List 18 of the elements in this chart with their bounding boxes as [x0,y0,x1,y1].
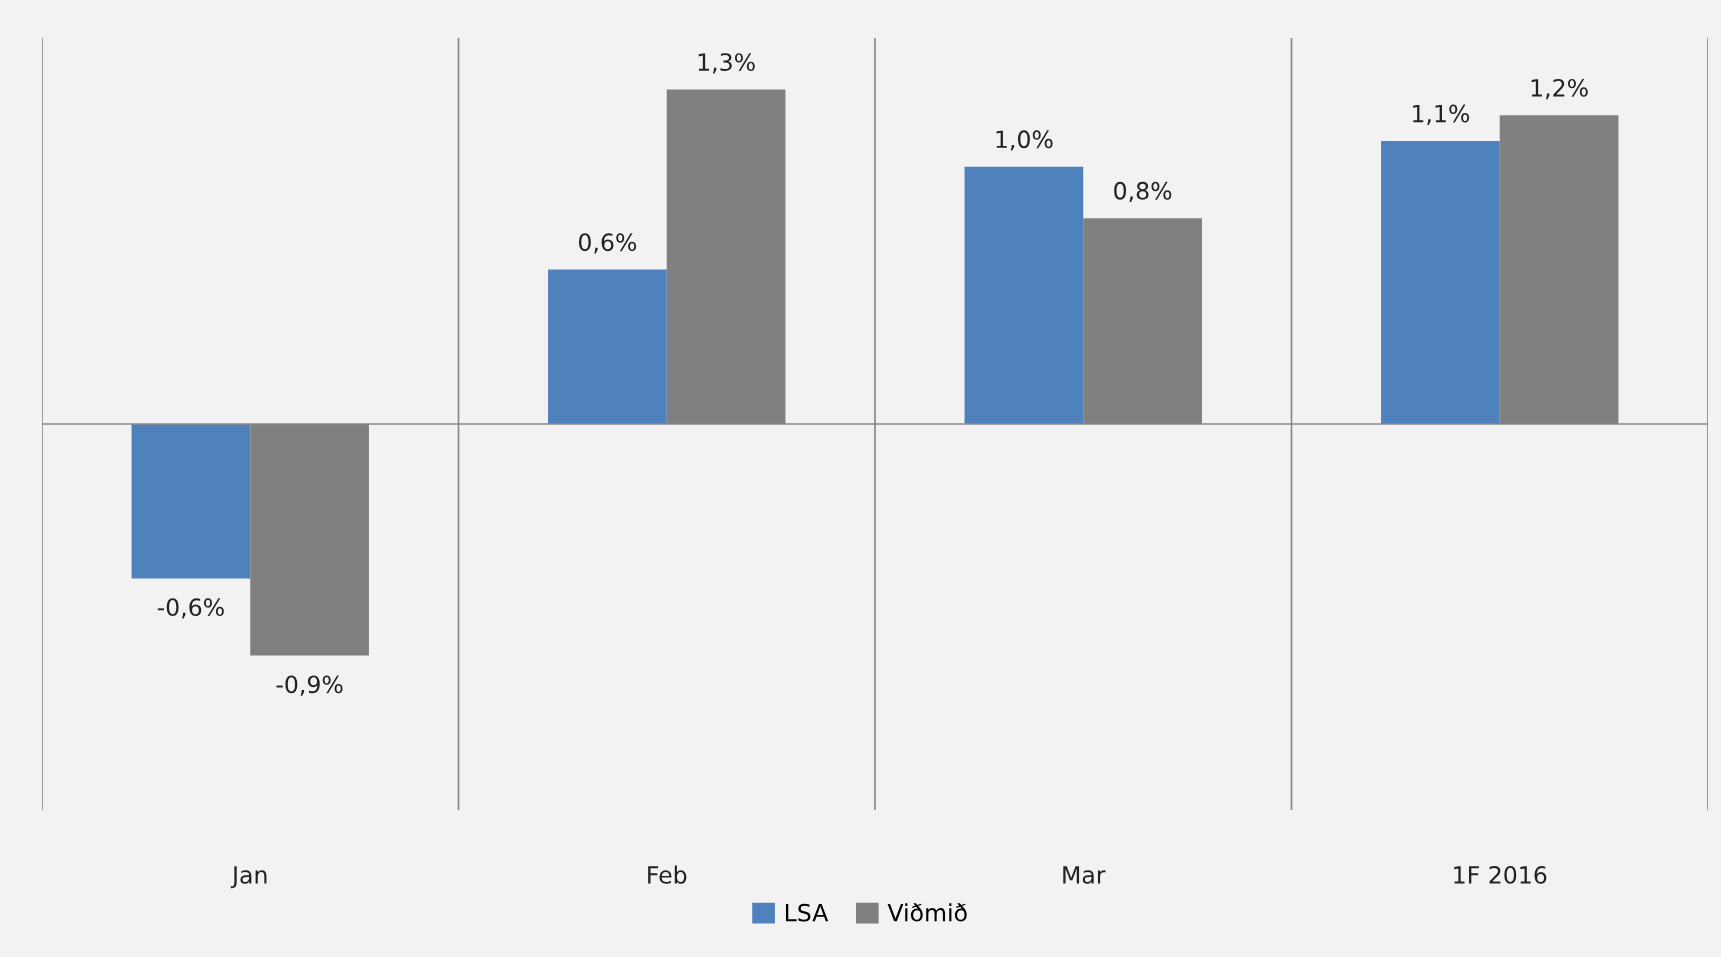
x-tick-label: Jan [230,866,267,889]
data-label: 1,1% [1413,104,1470,125]
data-label: 0,6% [578,233,637,254]
legend-label: LSA [785,903,829,922]
x-tick-label: 1F 2016 [1454,865,1547,884]
x-tick-label: Mar [1063,866,1106,884]
data-label: 1,3% [698,53,755,74]
data-label: 0,8% [1114,181,1172,203]
bar [1381,140,1500,424]
bar [964,166,1084,424]
data-label: 1,2% [1531,78,1588,100]
bar [548,269,667,424]
data-label: -0,9% [276,675,343,696]
x-tick-label: Feb [648,865,687,884]
data-label: 1,0% [996,130,1053,151]
data-label: -0,6% [157,598,224,619]
legend-label: Viðmið [887,903,967,922]
bar [131,424,251,579]
